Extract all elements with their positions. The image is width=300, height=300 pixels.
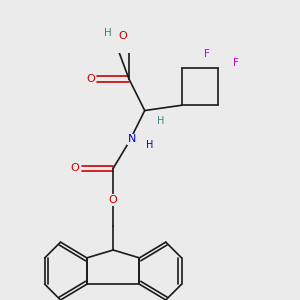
Text: O: O [109, 195, 118, 205]
Text: N: N [128, 134, 136, 145]
Text: H: H [132, 32, 139, 42]
Text: F: F [232, 58, 238, 68]
Text: F: F [204, 49, 209, 59]
Text: O: O [86, 74, 95, 84]
Text: O: O [70, 164, 80, 173]
FancyBboxPatch shape [92, 21, 145, 52]
Text: O: O [114, 33, 122, 43]
Text: H: H [104, 28, 112, 38]
Text: HO: HO [116, 33, 132, 43]
Text: H: H [146, 140, 153, 150]
Text: H: H [157, 116, 164, 126]
Text: O: O [118, 31, 127, 40]
